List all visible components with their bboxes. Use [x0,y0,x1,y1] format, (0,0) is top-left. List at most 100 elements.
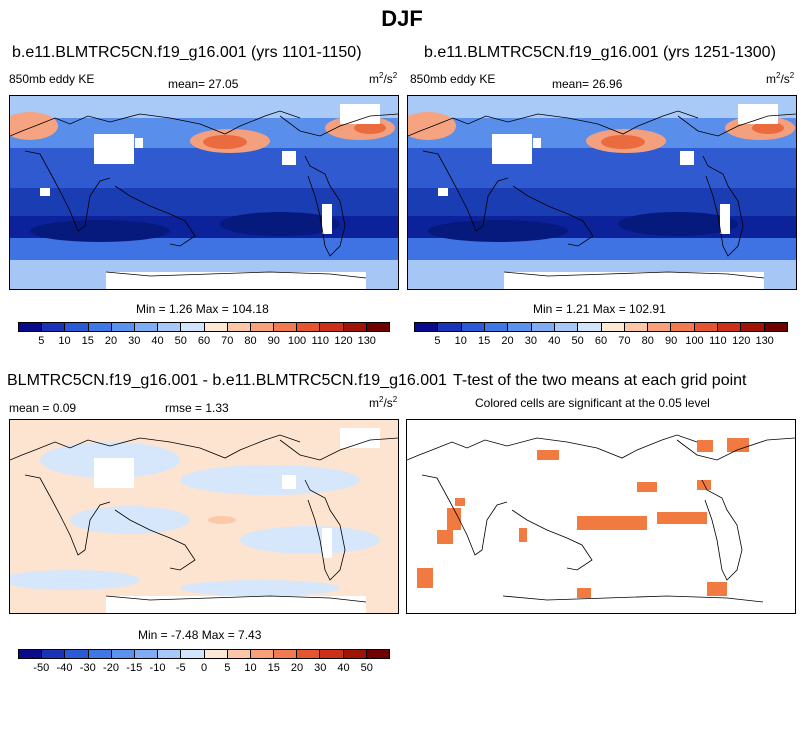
panel2-colorbar-tick-label: 50 [571,335,584,347]
panel1-units: m2/s2 [369,71,398,87]
panel1-colorbar-swatch [158,323,182,331]
panel2-colorbar-swatch [508,323,532,331]
panel2-colorbar-tick-label: 110 [709,335,727,347]
panel1-colorbar-swatch [111,323,135,331]
panel3-colorbar-tick-label: -30 [79,662,96,674]
panel1-mean-value: 27.05 [208,77,239,91]
panel3-colorbar-swatch [65,650,89,658]
panel2-colorbar-swatch [461,323,485,331]
panel2-colorbar-swatch [578,323,602,331]
panel1-colorbar-swatch [227,323,251,331]
panel2-variable-label: 850mb eddy KE [410,72,496,86]
panel2-colorbar-swatch [648,323,672,331]
panel1-colorbar-swatch [320,323,344,331]
panel3-colorbar-tick-label: -5 [175,662,186,674]
panel3-colorbar-swatch [320,650,344,658]
panel2-colorbar-tick-label: 10 [454,335,467,347]
panel2-colorbar-swatch [718,323,742,331]
panel2-colorbar [414,322,788,332]
panel2-minmax: Min = 1.21 Max = 102.91 [533,302,666,316]
panel2-colorbar-tick-label: 100 [685,335,704,347]
panel3-colorbar-tick-label: -15 [126,662,143,674]
panel3-colorbar-swatch [343,650,367,658]
panel2-colorbar-swatch [484,323,509,331]
panel1-colorbar-swatch [343,323,367,331]
panel2-colorbar-tick-label: 60 [594,335,608,347]
panel3-colorbar-swatch [297,650,321,658]
panel1-colorbar-tick-label: 20 [104,335,118,347]
panel3-colorbar-swatch [181,650,205,658]
panel3-colorbar-tick-label: 20 [290,662,304,674]
panel3-colorbar-tick-label: -50 [33,662,50,674]
panel3-colorbar-swatch [158,650,182,658]
panel4-map [406,419,796,614]
panel1-colorbar-swatch [42,323,66,331]
panel3-mean-value: 0.09 [52,401,77,415]
panel1-colorbar-tick-label: 10 [58,335,71,347]
panel1-colorbar-swatch [204,323,228,331]
panel2-units: m2/s2 [766,71,795,87]
panel1-colorbar-tick-label: 30 [128,335,141,347]
panel1-colorbar-tick-label: 15 [81,335,94,347]
panel2-title: b.e11.BLMTRC5CN.f19_g16.001 (yrs 1251-13… [424,44,776,61]
panel3-colorbar-tick-label: -40 [56,662,73,674]
panel2-colorbar-swatch [694,323,719,331]
panel3-colorbar-tick-label: 40 [337,662,350,674]
panel2-colorbar-tick-label: 120 [732,335,751,347]
panel1-colorbar-ticks: 5 10 15 20 30 40 50 60 70 80 90 100 110 120 130 [18,335,390,349]
panel3-rmse: rmse = 1.33 [165,401,229,415]
panel1-colorbar-swatch [19,323,43,331]
panel1-colorbar-swatch [250,323,275,331]
panel1-colorbar-tick-label: 50 [174,335,187,347]
panel2-colorbar-tick-label: 80 [641,335,654,347]
panel3-colorbar [18,649,390,659]
panel1-colorbar-tick-label: 40 [151,335,164,347]
panel1-title: b.e11.BLMTRC5CN.f19_g16.001 (yrs 1101-11… [12,44,362,61]
panel2-colorbar-tick-label: 5 [434,335,441,347]
panel3-map [9,419,399,614]
panel1-colorbar-swatch [134,323,159,331]
panel3-colorbar-tick-label: -10 [149,662,166,674]
panel1-colorbar-tick-label: 70 [221,335,234,347]
panel2-colorbar-swatch [624,323,649,331]
panel1-colorbar-tick-label: 110 [311,335,330,347]
panel2-colorbar-swatch [554,323,579,331]
panel1-colorbar-tick-label: 5 [38,335,45,347]
panel2-colorbar-tick-label: 20 [501,335,514,347]
panel1-colorbar-tick-label: 60 [197,335,211,347]
panel2-colorbar-tick-label: 70 [618,335,631,347]
panel1-variable-label: 850mb eddy KE [9,72,95,86]
panel1-mean: mean= 27.05 [168,77,239,91]
panel1-colorbar-swatch [297,323,321,331]
panel3-colorbar-tick-label: 15 [267,662,280,674]
panel2-colorbar-swatch [531,323,555,331]
panel3-colorbar-tick-label: 50 [360,662,373,674]
panel3-colorbar-swatch [111,650,135,658]
panel2-colorbar-swatch [764,323,787,331]
panel2-colorbar-ticks: 5 10 15 20 30 40 50 60 70 80 90 100 110 120 130 [414,335,788,349]
panel3-colorbar-swatch [274,650,298,658]
panel2-map [407,95,797,290]
panel1-colorbar-swatch [88,323,112,331]
panel3-colorbar-tick-label: -20 [103,662,119,674]
figure-title: DJF [381,6,423,31]
panel3-colorbar-swatch [42,650,66,658]
panel2-colorbar-tick-label: 40 [548,335,561,347]
panel2-colorbar-swatch [415,323,439,331]
panel2-colorbar-tick-label: 15 [478,335,491,347]
panel3-units: m2/s2 [369,395,398,411]
panel3-colorbar-swatch [134,650,159,658]
panel3-colorbar-swatch [88,650,112,658]
panel3-colorbar-tick-label: 0 [200,662,208,674]
panel2-colorbar-swatch [671,323,695,331]
panel1-colorbar-tick-label: 90 [267,335,280,347]
panel4-title: T-test of the two means at each grid poi… [453,372,747,389]
panel2-colorbar-tick-label: 90 [665,335,678,347]
panel3-colorbar-tick-label: 10 [244,662,257,674]
panel4-subtitle: Colored cells are significant at the 0.0… [475,396,710,410]
panel3-colorbar-swatch [204,650,228,658]
panel2-colorbar-tick-label: 130 [755,335,774,347]
panel3-colorbar-swatch [19,650,43,658]
panel1-colorbar-swatch [181,323,205,331]
panel3-colorbar-tick-label: 5 [224,662,231,674]
